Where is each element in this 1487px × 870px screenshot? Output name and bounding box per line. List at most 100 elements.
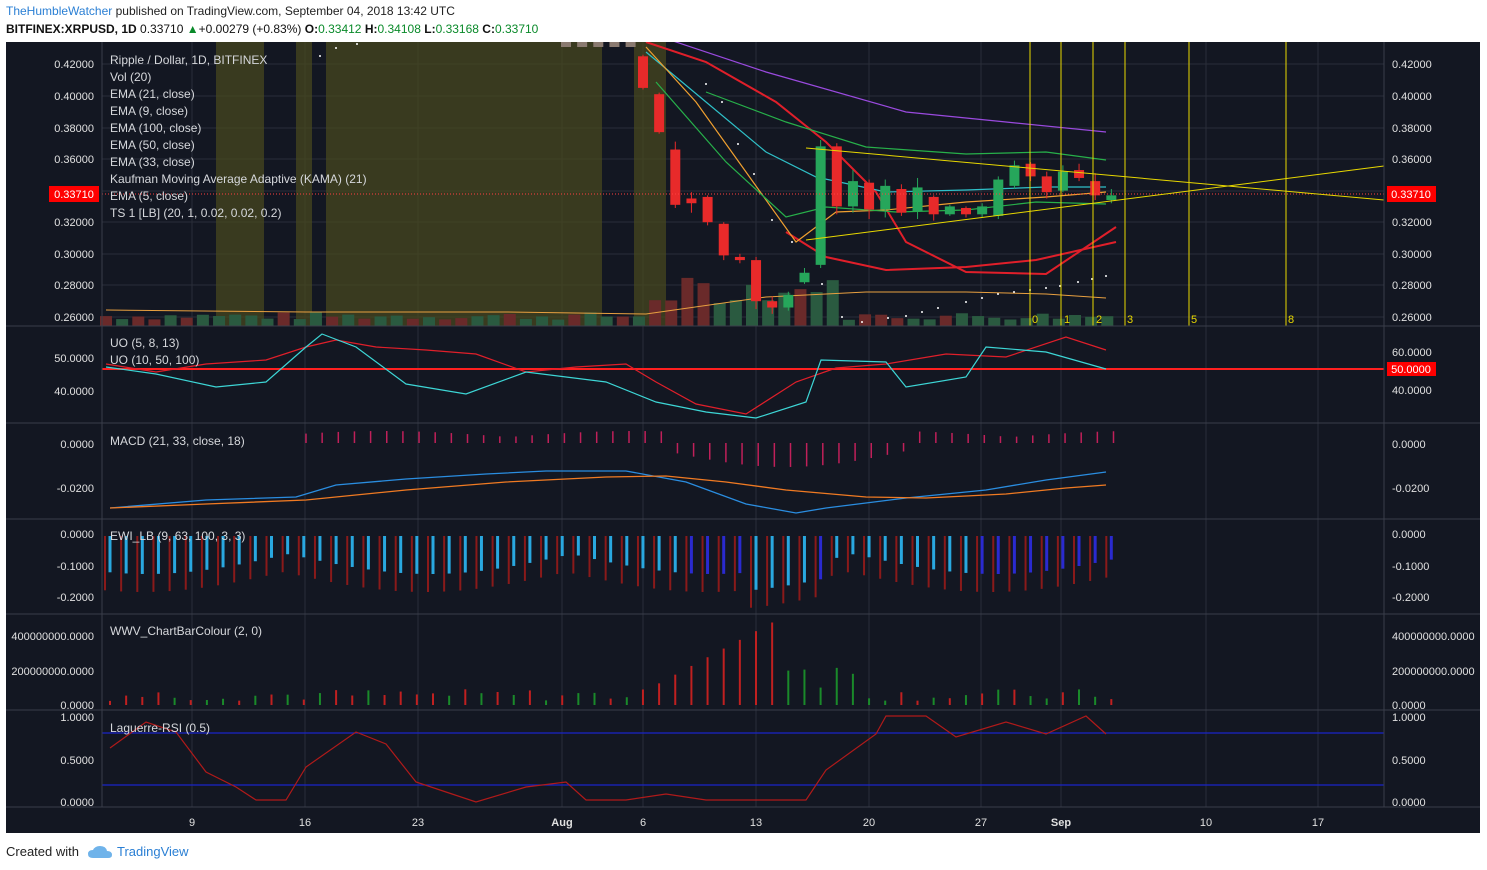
sar-dot <box>1077 281 1079 283</box>
sar-dot <box>887 317 889 319</box>
volume-bar <box>891 318 904 326</box>
volume-bar <box>503 313 516 326</box>
volume-bar <box>277 312 290 326</box>
candle-body <box>561 42 571 47</box>
volume-bar <box>519 318 532 326</box>
volume-bar <box>729 299 742 326</box>
candle-body <box>625 42 636 47</box>
candle-body <box>783 294 794 308</box>
x-tick: 20 <box>863 817 875 829</box>
volume-bar <box>164 315 177 326</box>
tradingview-link[interactable]: TradingView <box>116 844 189 859</box>
x-tick: 9 <box>189 817 195 829</box>
volume-bar <box>293 319 306 326</box>
highlight-bands <box>216 42 666 326</box>
candle-body <box>1090 181 1101 196</box>
sar-dot <box>753 173 755 175</box>
volume-bar <box>1036 313 1049 326</box>
volume-bar <box>875 314 888 326</box>
legend-ema50: EMA (50, close) <box>110 138 195 152</box>
candle-body <box>1009 165 1020 186</box>
x-tick: 17 <box>1312 817 1324 829</box>
candle-body <box>718 223 729 256</box>
macd-legend: MACD (21, 33, close, 18) <box>110 434 245 448</box>
candle-body <box>928 196 939 215</box>
legend-ema100: EMA (100, close) <box>110 121 201 135</box>
candle-body <box>1041 176 1052 193</box>
volume-bar <box>1052 318 1065 326</box>
y-tick: 0.30000 <box>1392 249 1432 261</box>
fib-label: 1 <box>1064 314 1070 326</box>
trendline-ascending <box>805 165 1385 241</box>
laguerre-line <box>109 715 1107 803</box>
volume-bar <box>923 319 936 326</box>
close-label: C: <box>482 22 495 36</box>
volume-bar <box>358 318 371 326</box>
laguerre-ticks: 1.0000 0.5000 0.0000 1.0000 0.5000 0.000… <box>60 712 1425 809</box>
author-link[interactable]: TheHumbleWatcher <box>6 4 113 18</box>
volume-bar <box>148 319 161 326</box>
svg-text:50.0000: 50.0000 <box>1391 364 1431 376</box>
legend-kama: Kaufman Moving Average Adaptive (KAMA) (… <box>110 172 367 186</box>
volume-bar <box>665 300 678 326</box>
y-tick: 0.26000 <box>1392 312 1432 324</box>
volume-bars <box>100 277 1114 326</box>
volume-bar <box>826 280 839 326</box>
low-label: L: <box>424 22 436 36</box>
symbol-name[interactable]: BITFINEX:XRPUSD, 1D <box>6 22 137 36</box>
fib-label: 3 <box>1127 314 1133 326</box>
svg-text:1.0000: 1.0000 <box>1392 712 1426 724</box>
grid-lines <box>102 42 1384 807</box>
svg-text:-0.1000: -0.1000 <box>1392 561 1429 573</box>
volume-bar <box>1020 318 1033 326</box>
volume-bar <box>423 317 435 326</box>
y-tick: 0.28000 <box>1392 280 1432 292</box>
x-tick: 10 <box>1200 817 1212 829</box>
moving-average-line <box>705 91 1107 161</box>
high-label: H: <box>364 22 378 36</box>
publish-info: published on TradingView.com, September … <box>115 4 455 18</box>
volume-bar <box>794 289 807 326</box>
laguerre-legend: Laguerre-RSI (0.5) <box>110 721 210 735</box>
moving-average-line <box>105 291 1107 315</box>
volume-bar <box>245 315 258 326</box>
x-tick: Aug <box>551 817 572 829</box>
close-value: 0.33710 <box>494 22 539 36</box>
svg-text:0.0000: 0.0000 <box>60 529 94 541</box>
volume-bar <box>374 316 387 326</box>
high-value: 0.34108 <box>377 22 421 36</box>
svg-text:-0.2000: -0.2000 <box>1392 592 1429 604</box>
uo-level-tag: 50.0000 <box>1387 362 1436 376</box>
legend-vol: Vol (20) <box>110 70 151 84</box>
volume-bar <box>326 316 339 326</box>
candle-body <box>638 56 648 88</box>
candle-body <box>944 206 955 215</box>
moving-average-line <box>645 51 1106 193</box>
volume-bar <box>842 319 855 326</box>
chart-canvas[interactable]: Ripple / Dollar, 1D, BITFINEX Vol (20) E… <box>6 42 1480 833</box>
y-tick: 0.28000 <box>54 280 94 292</box>
trendline-descending <box>805 147 1385 201</box>
svg-text:1.0000: 1.0000 <box>60 712 94 724</box>
fib-label: 0 <box>1032 314 1038 326</box>
legend-uo-slow: UO (10, 50, 100) <box>110 353 199 367</box>
sar-dot <box>841 316 843 318</box>
volume-bar <box>100 316 112 326</box>
sar-dot <box>921 311 923 313</box>
sar-dot <box>721 101 723 103</box>
svg-text:0.0000: 0.0000 <box>1392 529 1426 541</box>
legend-ts1: TS 1 [LB] (20, 1, 0.02, 0.02, 0.2) <box>110 206 281 220</box>
chart-svg[interactable]: Ripple / Dollar, 1D, BITFINEX Vol (20) E… <box>6 42 1480 833</box>
last-price: 0.33710 <box>140 22 184 36</box>
candle-body <box>815 146 826 265</box>
sar-dot <box>791 241 793 243</box>
svg-text:0.0000: 0.0000 <box>1392 700 1426 712</box>
volume-bar <box>116 319 129 326</box>
volume-bar <box>713 302 726 326</box>
uo-line <box>105 333 1107 419</box>
volume-bar <box>939 315 952 326</box>
change-up-icon: ▲ <box>186 22 199 36</box>
ewi-legend: EWI_LB (9, 63, 100, 3, 3) <box>110 529 245 543</box>
volume-bar <box>988 317 1001 326</box>
moving-average-line <box>645 42 1117 276</box>
